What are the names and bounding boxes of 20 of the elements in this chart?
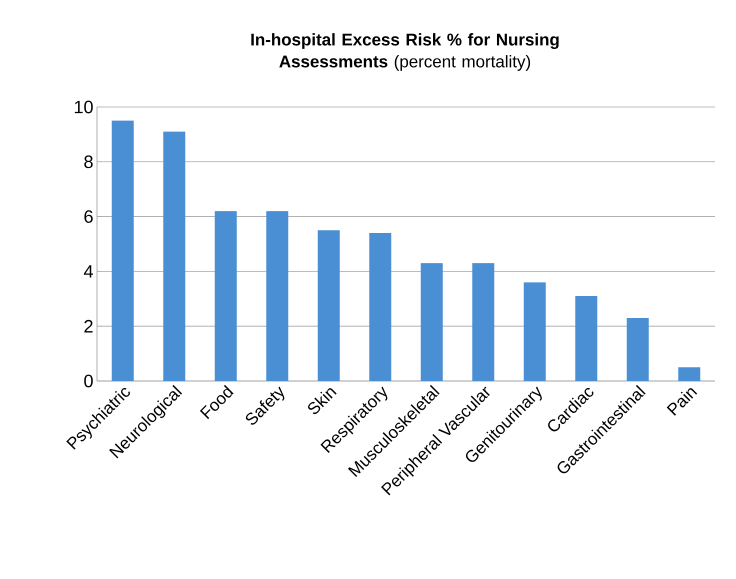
y-tick-label: 2 <box>84 320 93 332</box>
bar <box>678 367 700 381</box>
bar <box>214 211 237 381</box>
bar <box>369 233 392 381</box>
bar <box>112 120 134 381</box>
bar <box>626 318 649 381</box>
bar <box>472 263 494 381</box>
y-tick-label: 0 <box>84 374 93 388</box>
y-tick-label: 10 <box>74 100 93 114</box>
bar <box>420 263 443 381</box>
y-tick-label: 6 <box>84 210 93 223</box>
bar <box>575 296 598 381</box>
x-tick-label: Pain <box>666 388 698 416</box>
chart-title: In-hospital Excess Risk % for Nursing Assessments (percent mortality) <box>251 33 559 71</box>
y-tick-label: 8 <box>84 155 93 168</box>
bar <box>163 132 186 381</box>
bar <box>318 230 340 381</box>
bar <box>266 211 288 381</box>
bar <box>524 282 546 381</box>
y-tick-label: 4 <box>84 265 93 278</box>
